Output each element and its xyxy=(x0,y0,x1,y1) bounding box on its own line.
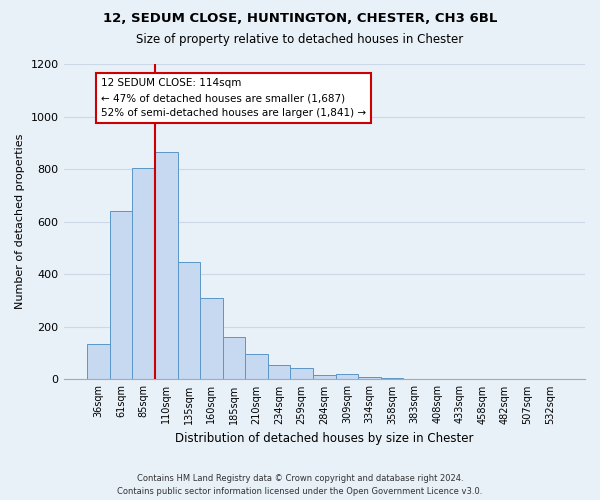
Bar xyxy=(358,377,381,380)
Bar xyxy=(245,354,268,380)
Bar xyxy=(290,368,313,380)
Bar xyxy=(200,298,223,380)
Text: Size of property relative to detached houses in Chester: Size of property relative to detached ho… xyxy=(136,32,464,46)
Bar xyxy=(381,378,403,380)
Y-axis label: Number of detached properties: Number of detached properties xyxy=(15,134,25,310)
Bar xyxy=(313,376,335,380)
Text: Contains HM Land Registry data © Crown copyright and database right 2024.
Contai: Contains HM Land Registry data © Crown c… xyxy=(118,474,482,496)
Bar xyxy=(110,211,133,380)
Text: 12, SEDUM CLOSE, HUNTINGTON, CHESTER, CH3 6BL: 12, SEDUM CLOSE, HUNTINGTON, CHESTER, CH… xyxy=(103,12,497,26)
X-axis label: Distribution of detached houses by size in Chester: Distribution of detached houses by size … xyxy=(175,432,473,445)
Bar xyxy=(335,374,358,380)
Bar xyxy=(155,152,178,380)
Bar xyxy=(133,168,155,380)
Text: 12 SEDUM CLOSE: 114sqm
← 47% of detached houses are smaller (1,687)
52% of semi-: 12 SEDUM CLOSE: 114sqm ← 47% of detached… xyxy=(101,78,366,118)
Bar xyxy=(403,379,426,380)
Bar xyxy=(268,365,290,380)
Bar xyxy=(223,338,245,380)
Bar xyxy=(178,262,200,380)
Bar xyxy=(87,344,110,380)
